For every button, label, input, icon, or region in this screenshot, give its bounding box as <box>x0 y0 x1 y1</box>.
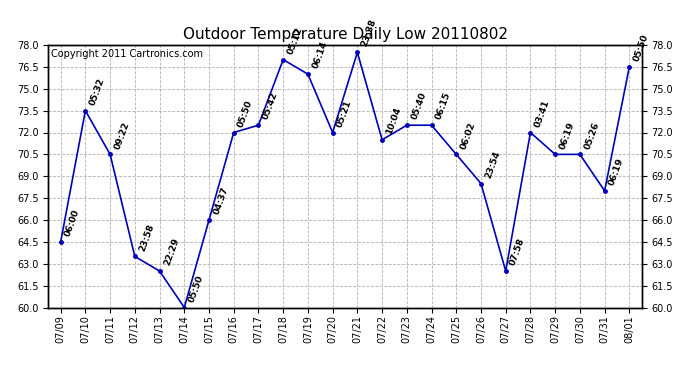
Text: 07:58: 07:58 <box>509 237 526 267</box>
Text: 23:58: 23:58 <box>137 222 156 252</box>
Text: 06:00: 06:00 <box>63 208 81 238</box>
Text: 06:19: 06:19 <box>558 120 576 150</box>
Text: 10:04: 10:04 <box>385 106 403 136</box>
Text: 23:54: 23:54 <box>484 149 502 179</box>
Text: 06:15: 06:15 <box>434 91 453 121</box>
Text: 22:29: 22:29 <box>162 237 181 267</box>
Text: 06:19: 06:19 <box>607 157 626 187</box>
Text: 05:50: 05:50 <box>632 33 650 63</box>
Text: 05:40: 05:40 <box>410 91 428 121</box>
Text: 06:14: 06:14 <box>310 40 329 70</box>
Text: 05:42: 05:42 <box>262 91 279 121</box>
Text: 03:41: 03:41 <box>533 98 551 128</box>
Text: 05:50: 05:50 <box>187 274 205 303</box>
Text: 05:50: 05:50 <box>237 99 255 128</box>
Text: 04:37: 04:37 <box>212 186 230 216</box>
Text: 05:12: 05:12 <box>286 26 304 56</box>
Text: 05:32: 05:32 <box>88 76 106 106</box>
Text: 09:22: 09:22 <box>113 120 131 150</box>
Text: Copyright 2011 Cartronics.com: Copyright 2011 Cartronics.com <box>51 49 204 59</box>
Text: 05:26: 05:26 <box>582 120 601 150</box>
Title: Outdoor Temperature Daily Low 20110802: Outdoor Temperature Daily Low 20110802 <box>182 27 508 42</box>
Text: 05:21: 05:21 <box>335 99 353 128</box>
Text: 23:38: 23:38 <box>360 18 378 48</box>
Text: 06:02: 06:02 <box>459 120 477 150</box>
